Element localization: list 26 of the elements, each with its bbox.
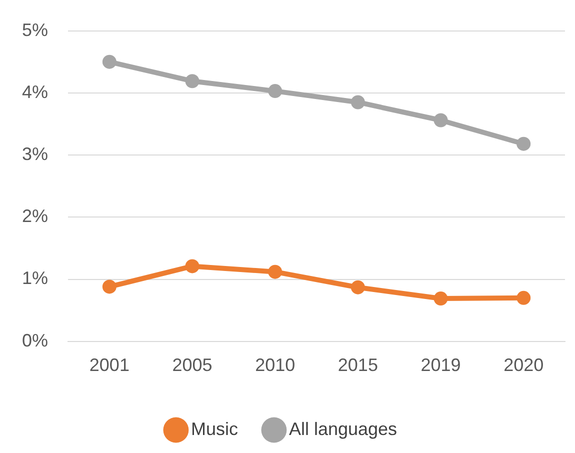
x-tick-label: 2001 bbox=[89, 355, 130, 376]
x-tick-label: 2010 bbox=[255, 355, 296, 376]
legend-label: Music bbox=[190, 418, 238, 439]
y-tick-label: 3% bbox=[22, 144, 48, 164]
point bbox=[350, 95, 365, 110]
point bbox=[516, 136, 531, 151]
point bbox=[268, 264, 282, 279]
point bbox=[350, 280, 365, 294]
y-tick-label: 2% bbox=[22, 206, 48, 226]
point bbox=[102, 54, 116, 69]
point bbox=[185, 259, 200, 274]
x-tick-label: 2005 bbox=[172, 355, 212, 376]
point bbox=[516, 290, 531, 305]
legend-label: All languages bbox=[288, 418, 398, 439]
y-tick-label: 1% bbox=[22, 268, 48, 288]
y-tick-label: 5% bbox=[22, 20, 48, 40]
y-tick-label: 4% bbox=[22, 82, 48, 102]
y-tick-label: 0% bbox=[22, 330, 48, 350]
x-tick-label: 2020 bbox=[504, 355, 544, 376]
point bbox=[434, 113, 448, 128]
point bbox=[268, 84, 282, 98]
x-tick-label: 2015 bbox=[338, 355, 378, 376]
x-tick-label: 2019 bbox=[420, 355, 461, 376]
point bbox=[434, 292, 448, 306]
point bbox=[102, 280, 116, 294]
point bbox=[185, 74, 200, 88]
